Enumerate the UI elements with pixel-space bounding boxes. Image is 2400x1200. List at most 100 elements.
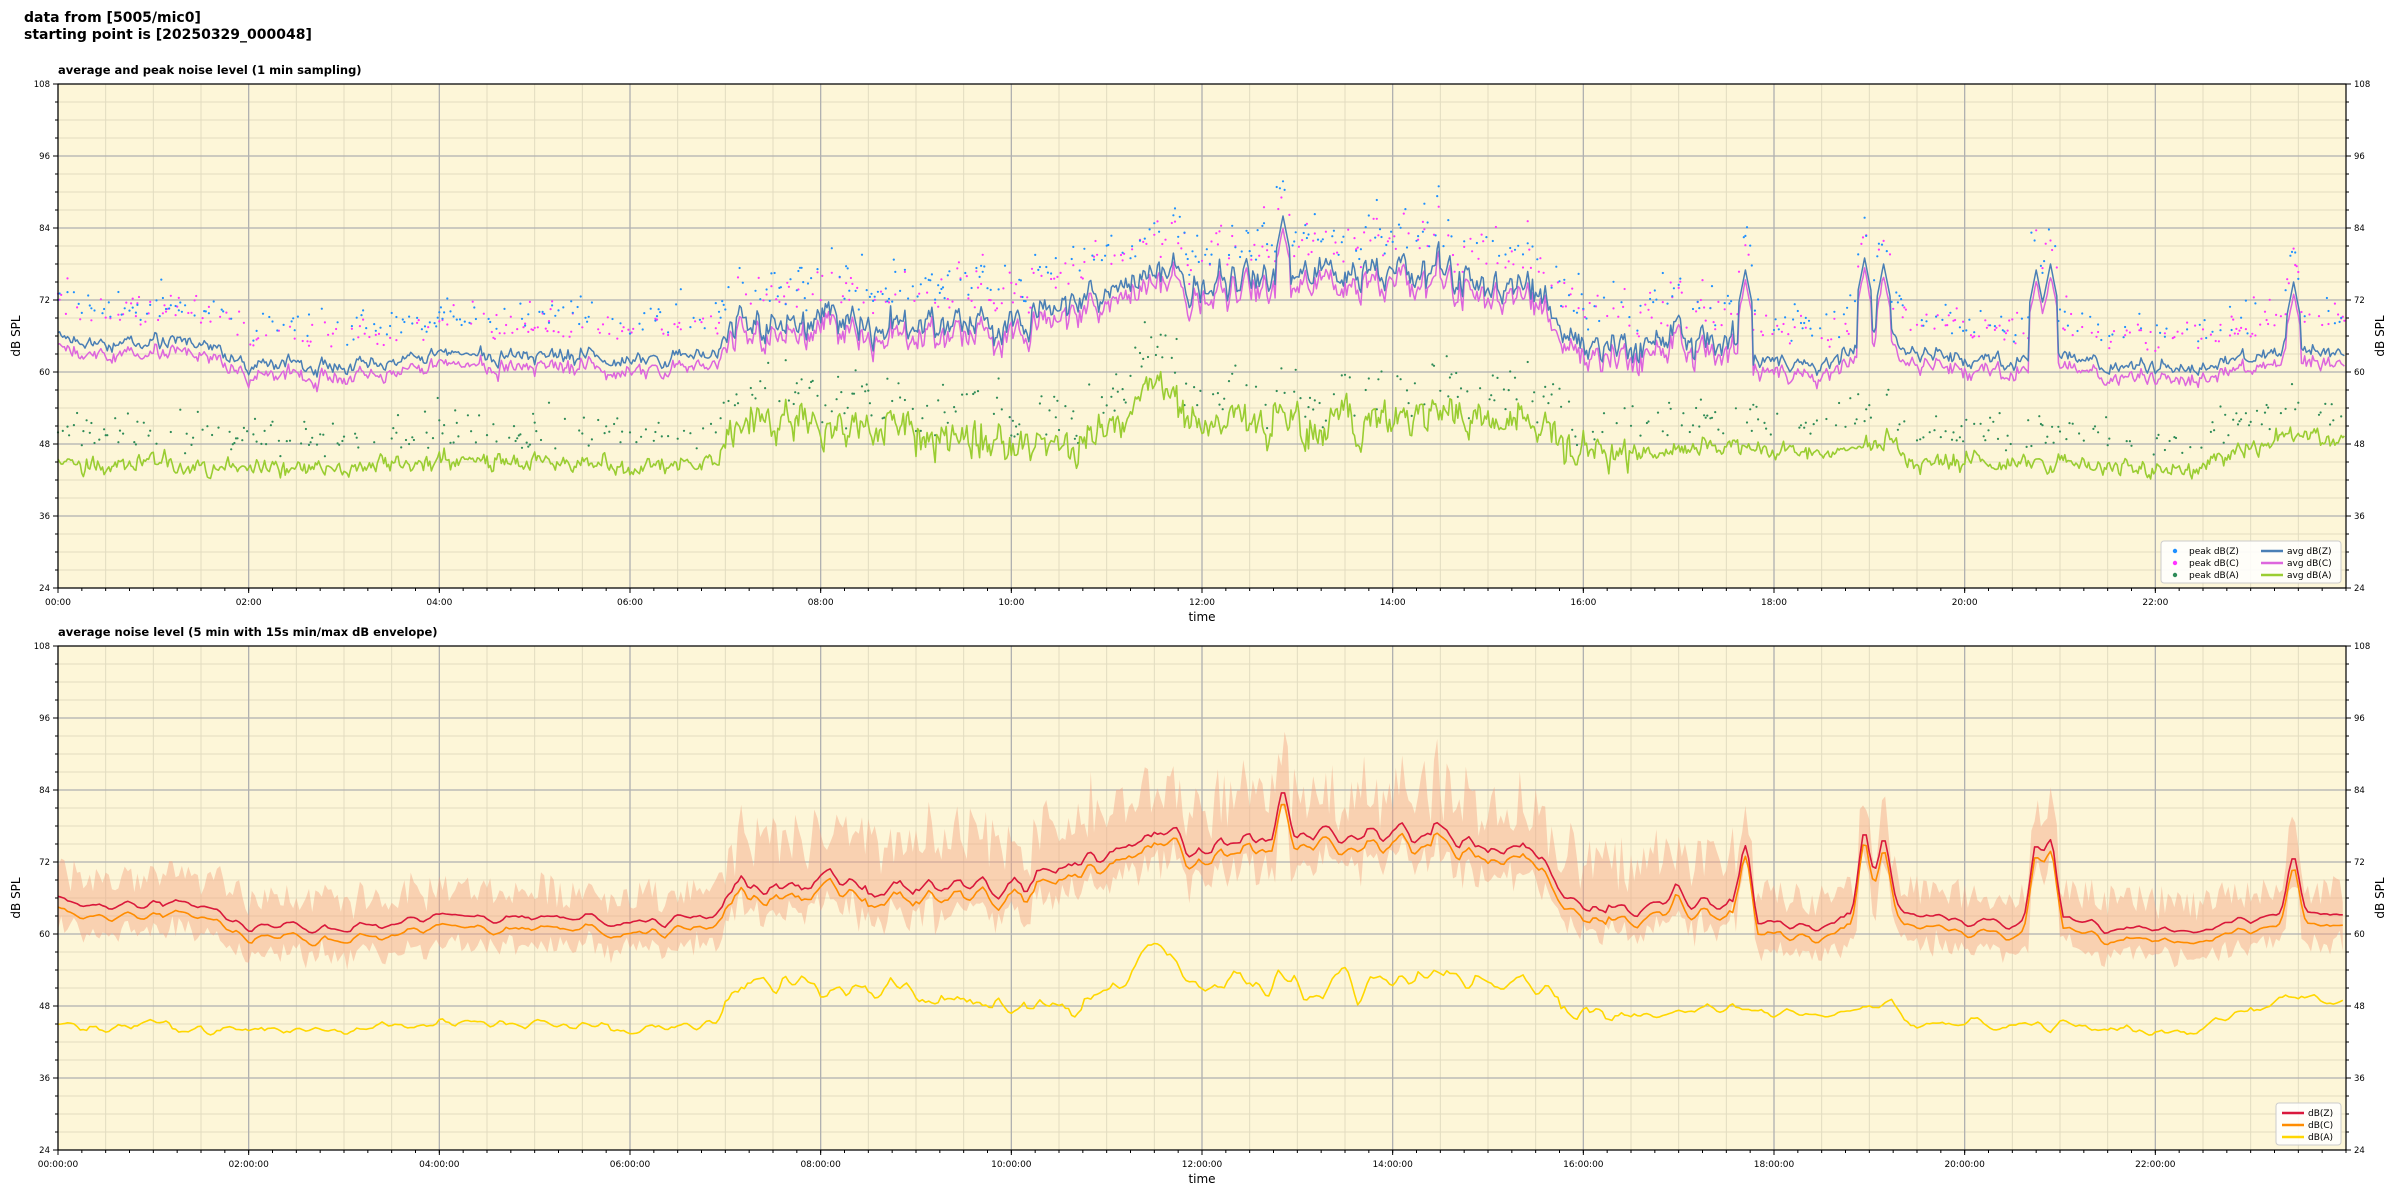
x-tick-label: 08:00 — [808, 598, 834, 608]
peak-dbz-point — [120, 313, 123, 316]
peak-dbz-point — [503, 307, 506, 310]
peak-dba-point — [331, 422, 334, 425]
peak-dba-point — [1212, 393, 1215, 396]
peak-dba-point — [1410, 414, 1413, 417]
peak-dbc-point — [99, 298, 102, 301]
peak-dba-point — [1304, 415, 1307, 418]
peak-dba-point — [992, 412, 996, 415]
peak-dbc-point — [362, 318, 365, 321]
peak-dbc-point — [700, 321, 703, 324]
peak-dba-point — [1645, 421, 1648, 425]
peak-dbc-point — [2295, 265, 2298, 268]
legend-marker — [2172, 572, 2178, 578]
peak-dbc-point — [608, 332, 611, 335]
peak-dbc-point — [1173, 220, 1177, 223]
peak-dbz-point — [1730, 300, 1733, 303]
peak-dbc-point — [1336, 251, 1339, 254]
peak-dbz-point — [1434, 234, 1437, 237]
peak-dba-point — [1834, 424, 1838, 427]
peak-dbc-point — [1092, 255, 1096, 258]
peak-dba-point — [1008, 416, 1011, 419]
peak-dba-point — [2057, 425, 2060, 428]
peak-dbz-point — [433, 322, 436, 325]
peak-dbz-point — [136, 303, 139, 306]
peak-dbz-point — [107, 301, 110, 304]
peak-dbc-point — [1359, 266, 1362, 269]
peak-dba-point — [1340, 374, 1343, 377]
peak-dbz-point — [1091, 254, 1094, 257]
peak-dba-point — [2213, 429, 2216, 432]
peak-dbz-point — [1358, 257, 1361, 261]
peak-dba-point — [1488, 398, 1491, 401]
peak-dbz-point — [1247, 231, 1250, 234]
peak-dbc-point — [1258, 254, 1261, 257]
dbz-line — [57, 792, 2343, 934]
peak-dba-point — [315, 443, 319, 446]
peak-dbc-point — [2173, 336, 2176, 339]
peak-dbz-point — [940, 287, 943, 291]
peak-dba-point — [2039, 422, 2042, 426]
peak-dbc-point — [957, 261, 961, 264]
peak-dbz-point — [1121, 251, 1124, 254]
peak-dbc-point — [1971, 336, 1974, 339]
peak-dba-point — [891, 399, 894, 403]
peak-dbz-point — [803, 297, 806, 300]
peak-dbz-point — [1679, 277, 1682, 280]
peak-dbz-point — [161, 296, 164, 300]
peak-dbc-point — [1110, 262, 1113, 265]
peak-dbc-point — [2051, 248, 2054, 252]
peak-dba-point — [1185, 382, 1188, 385]
peak-dba-point — [279, 455, 282, 458]
peak-dba-point — [404, 438, 408, 442]
peak-dbz-point — [655, 315, 659, 318]
peak-dbc-point — [1189, 269, 1192, 272]
peak-dbz-point — [1172, 214, 1175, 217]
peak-dbz-point — [870, 292, 873, 295]
peak-dbc-point — [187, 311, 190, 315]
peak-dba-point — [2082, 439, 2085, 442]
peak-dbz-point — [1331, 235, 1334, 238]
peak-dba-point — [1156, 345, 1159, 348]
peak-dbz-point — [806, 282, 810, 285]
peak-dba-point — [338, 443, 341, 446]
peak-dba-point — [835, 398, 838, 401]
peak-dba-point — [1547, 402, 1550, 405]
peak-dbz-point — [1426, 221, 1429, 224]
peak-dbc-point — [1312, 239, 1315, 242]
y-tick-label-right: 48 — [2354, 1002, 2365, 1012]
peak-dba-point — [103, 428, 106, 431]
peak-dbz-point — [1038, 265, 1041, 269]
peak-dba-point — [2244, 412, 2247, 415]
peak-dba-point — [449, 441, 452, 444]
peak-dbc-point — [2022, 332, 2025, 335]
peak-dbc-point — [2240, 326, 2243, 329]
peak-dbc-point — [327, 333, 330, 336]
peak-dbz-point — [1428, 245, 1431, 248]
peak-dba-point — [1447, 395, 1450, 398]
peak-dbz-point — [551, 304, 554, 307]
peak-dbc-point — [482, 312, 485, 315]
peak-dbc-point — [1382, 254, 1385, 257]
y-tick-label-left: 96 — [39, 152, 50, 162]
peak-dba-point — [1313, 399, 1316, 402]
peak-dbz-point — [797, 269, 800, 273]
peak-dba-point — [2004, 449, 2008, 452]
x-tick-label: 14:00:00 — [1372, 1160, 1413, 1170]
peak-dba-point — [192, 436, 195, 439]
peak-dba-point — [886, 377, 889, 380]
peak-dbz-point — [255, 329, 258, 332]
peak-dbz-point — [128, 309, 131, 312]
peak-dbc-point — [376, 342, 379, 345]
peak-dbc-point — [622, 326, 625, 329]
y-tick-label-left: 96 — [39, 714, 50, 724]
peak-dbz-point — [1275, 185, 1278, 189]
peak-dbc-point — [1528, 248, 1531, 251]
peak-dbc-point — [438, 320, 441, 323]
peak-dbz-point — [1283, 188, 1286, 191]
peak-dbz-point — [789, 278, 792, 281]
peak-dbz-point — [519, 302, 522, 305]
peak-dba-point — [1048, 409, 1051, 412]
peak-dbz-point — [1777, 328, 1780, 331]
peak-dba-point — [1124, 401, 1127, 404]
peak-dba-point — [2181, 451, 2184, 454]
